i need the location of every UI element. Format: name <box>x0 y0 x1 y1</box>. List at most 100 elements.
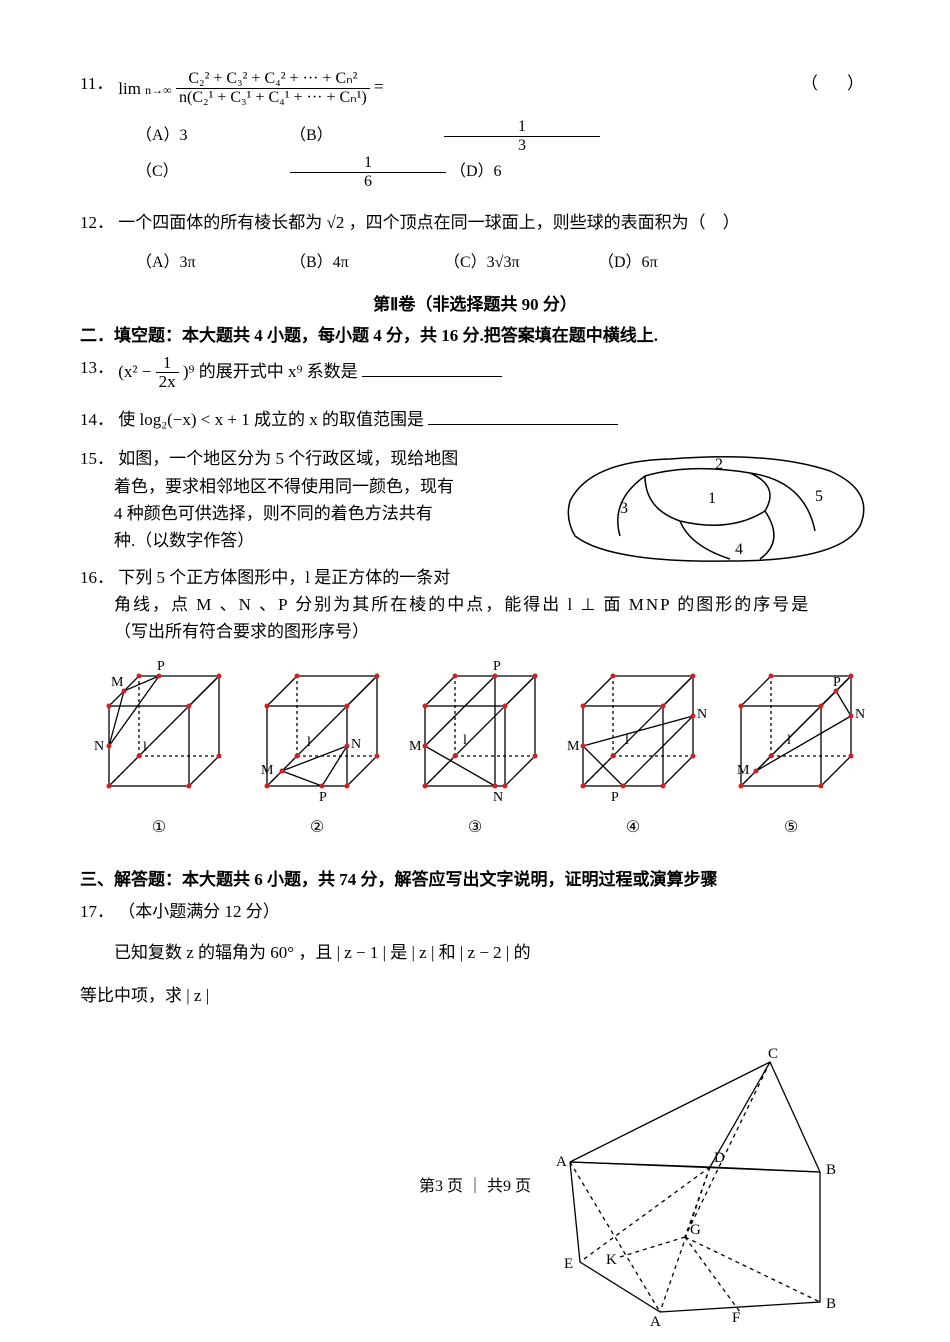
svg-text:C: C <box>768 1046 778 1062</box>
section-2-title-text: 第Ⅱ卷（非选择题共 90 分） <box>373 295 577 314</box>
q14-number: 14． <box>80 406 114 433</box>
cube-5: MPNl ⑤ <box>721 656 861 837</box>
question-11: 11． lim n→∞ C₂² + C₃² + C₄² + ··· + Cₙ² … <box>80 70 870 106</box>
map-label-5: 5 <box>815 488 823 505</box>
cube-4: MPNl ④ <box>563 656 703 837</box>
svg-text:P: P <box>319 790 327 805</box>
map-label-1: 1 <box>708 490 716 507</box>
q11-frac-num: C₂² + C₃² + C₄² + ··· + Cₙ² <box>176 70 370 89</box>
q11-choices: （A）3 （B） 13 （C） 16 （D）6 <box>80 118 870 190</box>
q12-choices: （A）3π （B）4π （C）3√3π （D）6π <box>80 248 870 272</box>
cube-figures: M N Pl ① M N Pl ② <box>80 656 870 837</box>
limit-symbol: lim n→∞ <box>118 75 171 102</box>
svg-text:A: A <box>556 1154 567 1170</box>
cube-2-label: ② <box>247 817 387 837</box>
svg-text:N: N <box>94 739 104 754</box>
map-label-3: 3 <box>620 500 628 517</box>
svg-text:F: F <box>732 1310 740 1326</box>
q11-paren: （ ） <box>801 70 870 97</box>
question-17: 17． （本小题满分 12 分） <box>80 898 870 925</box>
question-16: 16． 下列 5 个正方体图形中，l 是正方体的一条对 角线，点 M 、N 、P… <box>80 564 870 646</box>
svg-text:G: G <box>690 1222 701 1238</box>
q13-expr: (x² − 12x )⁹ 的展开式中 x⁹ 系数是 <box>118 362 362 381</box>
q15-line-1: 如图，一个地区分为 5 个行政区域，现给地图 <box>118 449 458 468</box>
q11-choice-d: （D）6 <box>450 157 600 181</box>
svg-text:l: l <box>143 740 147 755</box>
svg-text:l: l <box>463 733 467 748</box>
q13-number: 13． <box>80 354 114 381</box>
svg-text:N: N <box>493 790 503 805</box>
q14-stem: 使 log₂(−x) < x + 1 成立的 x 的取值范围是 <box>118 410 424 429</box>
q11-fraction: C₂² + C₃² + C₄² + ··· + Cₙ² n(C₂¹ + C₃¹ … <box>176 70 370 106</box>
svg-text:E: E <box>564 1256 573 1272</box>
svg-text:l: l <box>307 735 311 750</box>
svg-text:M: M <box>261 763 274 778</box>
q16-line-2: 角线，点 M 、N 、P 分别为其所在棱的中点，能得出 l ⊥ 面 MNP 的图… <box>80 591 870 618</box>
svg-text:D: D <box>714 1150 725 1166</box>
section-2-head-text: 二．填空题：本大题共 4 小题，每小题 4 分，共 16 分.把答案填在题中横线… <box>80 326 658 345</box>
lim-top: lim <box>118 79 141 98</box>
svg-text:l: l <box>787 733 791 748</box>
question-12: 12． 一个四面体的所有棱长都为 √2 ，四个顶点在同一球面上，则些球的表面积为… <box>80 209 870 236</box>
cube-5-label: ⑤ <box>721 817 861 837</box>
cube-2: M N Pl ② <box>247 656 387 837</box>
question-13: 13． (x² − 12x )⁹ 的展开式中 x⁹ 系数是 <box>80 354 870 392</box>
q17-line-1: 已知复数 z 的辐角为 60° ，且 | z − 1 | 是 | z | 和 |… <box>80 939 870 966</box>
question-14: 14． 使 log₂(−x) < x + 1 成立的 x 的取值范围是 <box>80 406 870 433</box>
svg-text:P: P <box>493 659 501 674</box>
q15-line-3: 4 种颜色可供选择，则不同的着色方法共有 <box>80 500 510 527</box>
svg-text:P: P <box>157 659 165 674</box>
svg-text:N: N <box>697 707 707 722</box>
q16-line-1: 下列 5 个正方体图形中，l 是正方体的一条对 <box>118 568 450 587</box>
section-3-head-text: 三、解答题：本大题共 6 小题，共 74 分，解答应写出文字说明，证明过程或演算… <box>80 870 718 889</box>
map-label-4: 4 <box>735 541 743 558</box>
cube-3: M P Nl ③ <box>405 656 545 837</box>
section-2-title: 第Ⅱ卷（非选择题共 90 分） <box>80 290 870 315</box>
q17-number: 17． <box>80 898 114 925</box>
cube-1: M N Pl ① <box>89 656 229 837</box>
svg-text:M: M <box>409 739 422 754</box>
q15-line-2: 着色，要求相邻地区不得使用同一颜色，现有 <box>80 473 510 500</box>
q11-choice-a: （A）3 <box>136 121 286 145</box>
cube-4-label: ④ <box>563 817 703 837</box>
svg-text:A: A <box>650 1314 661 1330</box>
q17-line-2: 等比中项，求 | z | <box>80 982 870 1009</box>
q16-line-3: （写出所有符合要求的图形序号） <box>80 618 870 645</box>
q17-score: （本小题满分 12 分） <box>118 902 280 921</box>
q11-number: 11． <box>80 70 114 97</box>
q12-choice-c: （C）3√3π <box>444 248 594 272</box>
equals-symbol: = <box>374 77 384 96</box>
map-label-2: 2 <box>715 456 723 473</box>
section-3-head: 三、解答题：本大题共 6 小题，共 74 分，解答应写出文字说明，证明过程或演算… <box>80 865 870 890</box>
q16-number: 16． <box>80 564 114 591</box>
q12-stem: 一个四面体的所有棱长都为 √2 ，四个顶点在同一球面上，则些球的表面积为（ ） <box>118 213 739 232</box>
svg-text:M: M <box>111 675 124 690</box>
q12-choice-b: （B）4π <box>290 248 440 272</box>
q14-blank <box>428 407 618 425</box>
page-footer: 第3 页 ｜ 共9 页 <box>0 1172 950 1196</box>
map-figure: 1 2 3 4 5 <box>550 441 880 571</box>
svg-text:M: M <box>567 739 580 754</box>
q12-number: 12． <box>80 209 114 236</box>
cube-3-label: ③ <box>405 817 545 837</box>
lim-bottom: n→∞ <box>145 83 172 97</box>
svg-text:P: P <box>611 790 619 805</box>
svg-text:M: M <box>737 763 750 778</box>
svg-text:N: N <box>855 707 865 722</box>
svg-text:P: P <box>833 675 841 690</box>
svg-text:B: B <box>826 1296 836 1312</box>
cube-1-label: ① <box>89 817 229 837</box>
q13-blank <box>362 359 502 377</box>
q11-choice-c: （C） 16 <box>136 154 446 190</box>
svg-text:K: K <box>606 1252 617 1268</box>
q11-frac-den: n(C₂¹ + C₃¹ + C₄¹ + ··· + Cₙ¹) <box>176 89 370 107</box>
question-15: 15． 如图，一个地区分为 5 个行政区域，现给地图 着色，要求相邻地区不得使用… <box>80 445 870 554</box>
section-2-head: 二．填空题：本大题共 4 小题，每小题 4 分，共 16 分.把答案填在题中横线… <box>80 321 870 346</box>
svg-text:N: N <box>351 737 361 752</box>
q12-choice-d: （D）6π <box>598 248 748 272</box>
q12-choice-a: （A）3π <box>136 248 286 272</box>
q15-number: 15． <box>80 445 114 472</box>
q11-choice-b: （B） 13 <box>290 118 600 154</box>
q15-line-4: 种.（以数字作答） <box>80 527 510 554</box>
svg-text:l: l <box>625 733 629 748</box>
